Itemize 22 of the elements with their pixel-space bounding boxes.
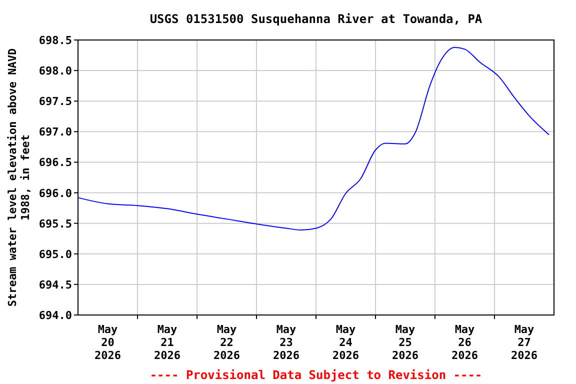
x-tick-label: May 25 2026 [392,323,419,362]
chart-title: USGS 01531500 Susquehanna River at Towanda, PA [150,12,483,26]
y-tick-label: 697.0 [38,126,72,139]
x-tick-label: May 26 2026 [452,323,478,362]
y-tick-label: 694.0 [38,309,72,322]
y-tick-label: 695.5 [38,217,72,230]
x-tick-label: May 22 2026 [214,323,240,362]
y-tick-label: 694.5 [38,278,72,292]
y-tick-label: 696.5 [38,156,72,170]
x-tick-label: May 21 2026 [154,323,181,362]
y-tick-label: 697.5 [38,95,72,108]
y-tick-label: 698.0 [38,64,72,78]
line-series [78,46,550,231]
text: ---- Provisional Data Subject to Revision ---- [150,368,482,382]
y-tick-label: 698.5 [38,34,72,47]
x-tick-label: May 20 2026 [94,323,122,362]
y-tick-label: 696.0 [38,186,72,200]
x-tick-label: May 23 2026 [273,323,300,362]
y-axis-title: Stream water level elevation above NAVD 1988, in feet [6,48,32,307]
x-tick-label: May 27 2026 [511,323,538,362]
x-tick-label: May 24 2026 [332,323,360,362]
y-tick-label: 695.0 [38,248,72,261]
